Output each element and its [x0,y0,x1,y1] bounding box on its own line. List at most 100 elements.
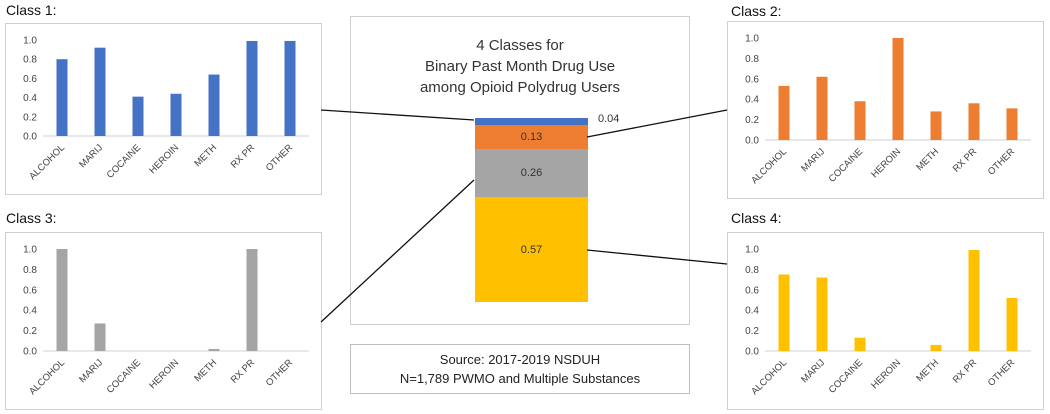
y-tick-label: 0.0 [23,347,37,358]
segment-value-label: 0.13 [520,131,543,144]
bar-heroin [892,38,904,140]
class1-title: Class 1: [6,2,57,18]
source-line-1: Source: 2017-2019 NSDUH [439,352,601,367]
y-tick-label: 0.4 [745,306,759,317]
bar-cocaine [854,101,866,140]
class4-bar-svg: 0.0 0.2 0.4 0.6 0.8 1.0 ALCOHOL MARIJ COCAINE HER… [745,245,1031,397]
stack-segment-0.26: 0.26 [475,149,588,198]
y-tick-label: 0.6 [745,285,759,296]
x-tick-label: HEROIN [147,357,181,391]
bar-other [1006,108,1018,140]
y-tick-label: 0.2 [23,112,37,123]
x-tick-label: RX PR [951,146,979,174]
x-tick-label: RX PR [229,357,257,385]
class2-title: Class 2: [731,3,782,19]
x-tick-label: ALCOHOL [749,146,789,186]
stack-segment-0.13: 0.13 [475,125,588,150]
bar-cocaine [132,96,144,136]
y-tick-label: 1.0 [23,36,37,47]
x-tick-label: HEROIN [869,146,903,180]
bar-alcohol [778,274,790,351]
bar-meth [208,74,220,136]
segment-value-label: 0.04 [598,113,620,125]
bar-marij [94,47,106,136]
y-tick-label: 0.4 [745,95,759,106]
x-tick-label: OTHER [264,357,295,388]
stacked-bar: 0.13 0.26 0.57 [475,118,588,302]
y-tick-label: 1.0 [745,34,759,45]
bar-other [284,40,296,136]
x-tick-label: COCAINE [827,146,865,184]
y-tick-label: 0.8 [745,54,759,65]
stack-segment-0.04 [475,118,588,126]
bar-alcohol [56,59,68,137]
class3-bar-svg: 0.0 0.2 0.4 0.6 0.8 1.0 ALCOHOL MARIJ COCAINE HER… [23,245,309,397]
bar-rx-pr [246,249,258,351]
x-tick-label: MARIJ [799,357,827,385]
y-tick-label: 0.2 [23,326,37,337]
x-tick-label: ALCOHOL [749,357,789,397]
class2-bar-svg: 0.0 0.2 0.4 0.6 0.8 1.0 ALCOHOL MARIJ COCAINE HER… [745,34,1031,186]
y-tick-label: 0.4 [23,93,37,104]
center-title: 4 Classes for Binary Past Month Drug Use… [351,35,689,98]
bar-marij [94,323,106,351]
bar-rx-pr [968,103,980,140]
bar-alcohol [778,85,790,140]
source-line-2: N=1,789 PWMO and Multiple Substances [399,371,641,386]
y-tick-label: 0.2 [745,115,759,126]
bar-marij [816,76,828,140]
x-tick-label: RX PR [951,357,979,385]
class1-bar-svg: 0.0 0.2 0.4 0.6 0.8 1.0 ALCOHOL MARIJ COCAINE HER… [23,36,309,182]
bar-marij [816,277,828,351]
bar-rx-pr [246,40,258,136]
x-tick-label: COCAINE [105,357,143,395]
x-tick-label: METH [914,146,941,173]
x-tick-label: OTHER [986,146,1017,177]
y-tick-label: 0.4 [23,306,37,317]
class-proportions-panel: 4 Classes for Binary Past Month Drug Use… [350,16,690,325]
x-tick-label: RX PR [229,142,257,170]
class3-title: Class 3: [6,210,57,226]
bar-alcohol [56,249,68,351]
bar-rx-pr [968,250,980,351]
center-title-line-3: among Opioid Polydrug Users [419,79,621,96]
bar-meth [930,344,942,351]
segment-value-label: 0.57 [520,243,543,256]
center-title-line-1: 4 Classes for [476,37,564,54]
y-tick-label: 0.8 [745,265,759,276]
y-tick-label: 0.8 [23,265,37,276]
bar-meth [930,111,942,140]
bar-meth [208,348,220,351]
y-tick-label: 0.6 [745,74,759,85]
y-tick-label: 0.0 [745,136,759,147]
x-tick-label: OTHER [986,357,1017,388]
x-tick-label: HEROIN [869,357,903,391]
bar-cocaine [854,337,866,351]
x-tick-label: COCAINE [827,357,865,395]
y-tick-label: 0.0 [745,347,759,358]
y-tick-label: 0.8 [23,55,37,66]
y-tick-label: 1.0 [23,245,37,256]
x-tick-label: METH [192,357,219,384]
center-title-line-2: Binary Past Month Drug Use [424,58,616,75]
y-tick-label: 0.6 [23,74,37,85]
y-tick-label: 0.6 [23,285,37,296]
x-tick-label: COCAINE [105,142,143,180]
x-tick-label: ALCOHOL [27,142,67,182]
x-tick-label: METH [192,142,219,169]
x-tick-label: HEROIN [147,142,181,176]
x-tick-label: OTHER [264,142,295,173]
bar-heroin [170,93,182,136]
x-tick-label: MARIJ [77,357,105,385]
class4-chart: 0.0 0.2 0.4 0.6 0.8 1.0 ALCOHOL MARIJ COCAINE HER… [727,232,1044,410]
class1-chart: 0.0 0.2 0.4 0.6 0.8 1.0 ALCOHOL MARIJ COCAINE HER… [5,23,322,195]
class4-title: Class 4: [731,210,782,226]
y-tick-label: 1.0 [745,245,759,256]
class3-chart: 0.0 0.2 0.4 0.6 0.8 1.0 ALCOHOL MARIJ COCAINE HER… [5,232,322,410]
x-tick-label: MARIJ [799,146,827,174]
y-tick-label: 0.0 [23,132,37,143]
bar-other [1006,297,1018,351]
source-note: Source: 2017-2019 NSDUH N=1,789 PWMO and… [350,344,690,394]
y-tick-label: 0.2 [745,326,759,337]
class2-chart: 0.0 0.2 0.4 0.6 0.8 1.0 ALCOHOL MARIJ COCAINE HER… [727,21,1044,199]
